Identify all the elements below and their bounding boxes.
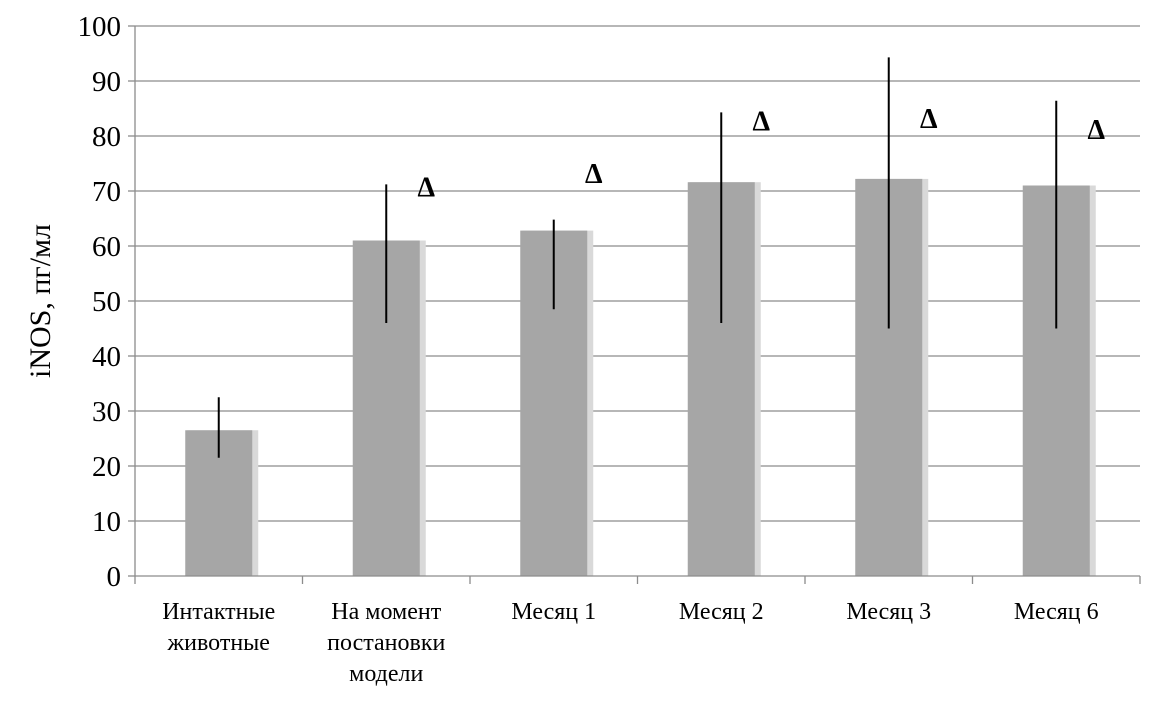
x-category-label-4-line-0: Месяц 3 [846,599,931,625]
y-tick-label-40: 40 [92,341,121,373]
y-tick-label-60: 60 [92,231,121,263]
x-category-label-1-line-0: На момент [331,599,441,625]
delta-annotation-4: Δ [920,104,938,135]
x-category-label-1-line-1: постановки [327,630,445,656]
x-category-label-0: Интактные животные [162,599,275,656]
x-category-label-5-line-0: Месяц 6 [1014,599,1099,625]
y-tick-label-50: 50 [92,286,121,318]
y-tick-label-0: 0 [107,561,122,593]
x-category-label-0-line-1: животные [167,630,270,656]
y-tick-label-30: 30 [92,396,121,428]
x-category-label-0-line-0: Интактные [162,599,275,625]
x-category-label-5: Месяц 6 [1014,599,1099,625]
x-category-label-3-line-0: Месяц 2 [679,599,764,625]
delta-annotation-1: Δ [417,173,435,204]
x-category-label-2-line-0: Месяц 1 [511,599,596,625]
y-tick-label-80: 80 [92,121,121,153]
delta-annotation-5: Δ [1087,115,1105,146]
y-axis-title: iNOS, пг/мл [24,224,57,378]
y-tick-label-10: 10 [92,506,121,538]
y-tick-label-70: 70 [92,176,121,208]
y-tick-label-90: 90 [92,66,121,98]
x-category-label-2: Месяц 1 [511,599,596,625]
delta-annotation-3: Δ [752,107,770,138]
x-category-label-3: Месяц 2 [679,599,764,625]
x-category-label-1: На момент постановки модели [327,599,445,687]
delta-annotation-2: Δ [585,159,603,190]
y-tick-label-20: 20 [92,451,121,483]
x-category-label-4: Месяц 3 [846,599,931,625]
x-category-label-1-line-2: модели [349,661,423,687]
y-tick-label-100: 100 [78,11,122,43]
